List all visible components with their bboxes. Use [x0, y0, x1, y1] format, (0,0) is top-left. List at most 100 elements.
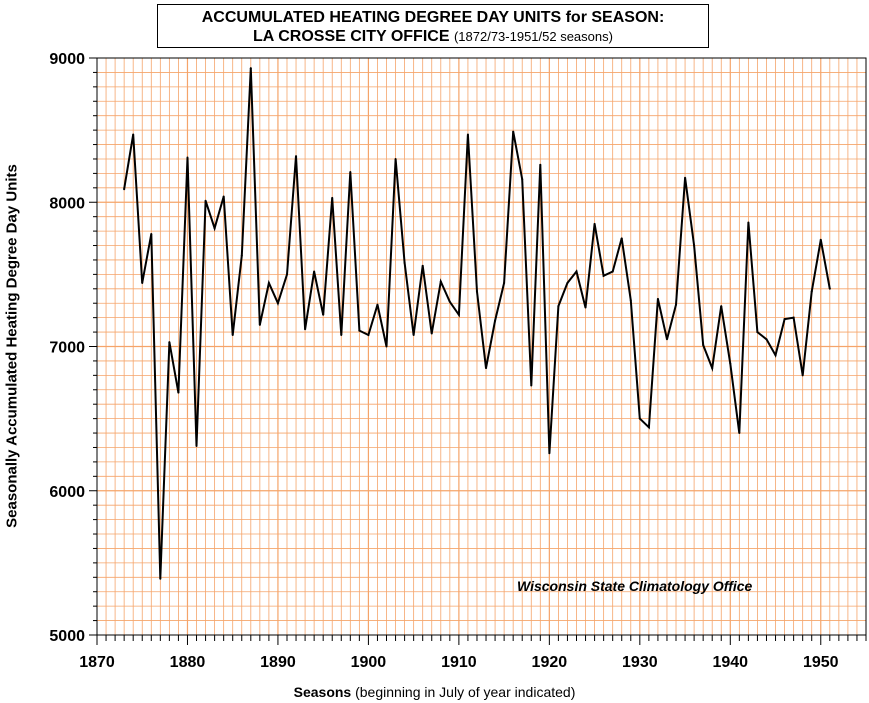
data-point [304, 328, 307, 331]
data-point [249, 67, 252, 70]
data-point [584, 306, 587, 309]
chart-title-box: ACCUMULATED HEATING DEGREE DAY UNITS for… [157, 4, 709, 48]
x-tick-label: 1870 [79, 654, 115, 671]
data-point [675, 303, 678, 306]
data-point [828, 287, 831, 290]
data-point [358, 329, 361, 332]
data-point [177, 391, 180, 394]
data-point [421, 264, 424, 267]
x-axis-label-bold: Seasons [293, 684, 352, 700]
data-point [367, 333, 370, 336]
data-point [801, 374, 804, 377]
data-point [620, 237, 623, 240]
data-point [322, 313, 325, 316]
data-point [186, 156, 189, 159]
data-point [403, 261, 406, 264]
data-point [340, 333, 343, 336]
chart-title-line2: LA CROSSE CITY OFFICE (1872/73-1951/52 s… [158, 27, 708, 46]
chart-title-station: LA CROSSE CITY OFFICE [253, 28, 450, 45]
data-point [711, 367, 714, 370]
data-point [819, 238, 822, 241]
data-point [774, 354, 777, 357]
grid-major-lines [97, 58, 866, 635]
data-point [466, 133, 469, 136]
data-point [448, 300, 451, 303]
data-point [810, 290, 813, 293]
x-tick-label: 1910 [441, 654, 477, 671]
data-point [783, 318, 786, 321]
data-point [702, 344, 705, 347]
data-point [656, 297, 659, 300]
data-point [693, 244, 696, 247]
y-tick-label: 5000 [49, 628, 85, 645]
y-tick-label: 6000 [49, 484, 85, 501]
data-point [222, 195, 225, 198]
data-point [765, 338, 768, 341]
data-point [530, 384, 533, 387]
data-point [204, 199, 207, 202]
axis-tick-labels: 1870 1880 1890 1900 1910 1920 1930 1940 1950 5000… [49, 51, 838, 671]
data-point [168, 341, 171, 344]
data-point [494, 319, 497, 322]
data-point [747, 221, 750, 224]
x-tick-label: 1920 [532, 654, 568, 671]
axis-ticks [89, 57, 867, 645]
data-point [602, 274, 605, 277]
data-point [439, 280, 442, 283]
data-point [485, 367, 488, 370]
data-point [792, 316, 795, 319]
y-tick-label: 7000 [49, 340, 85, 357]
data-point [376, 303, 379, 306]
data-point [159, 577, 162, 580]
data-point [575, 270, 578, 273]
data-point [548, 452, 551, 455]
data-point [503, 282, 506, 285]
data-point [231, 333, 234, 336]
data-point [349, 170, 352, 173]
data-point [729, 362, 732, 365]
data-point [313, 270, 316, 273]
x-axis-label: Seasons (beginning in July of year indic… [0, 684, 869, 700]
data-point [638, 417, 641, 420]
x-axis-label-rest: (beginning in July of year indicated) [355, 684, 576, 700]
source-annotation: Wisconsin State Climatology Office [517, 578, 753, 594]
data-point [629, 299, 632, 302]
data-point [412, 333, 415, 336]
data-point [141, 282, 144, 285]
data-point [267, 282, 270, 285]
x-tick-label: 1930 [622, 654, 658, 671]
data-point [720, 305, 723, 308]
data-point [738, 432, 741, 435]
chart-subtitle: (1872/73-1951/52 seasons) [453, 29, 613, 44]
y-tick-label: 8000 [49, 195, 85, 212]
data-point [593, 222, 596, 225]
data-point [475, 290, 478, 293]
data-point [665, 338, 668, 341]
data-point [213, 227, 216, 230]
data-point [539, 163, 542, 166]
data-point [295, 155, 298, 158]
data-point [566, 282, 569, 285]
x-tick-label: 1940 [712, 654, 748, 671]
data-point [457, 313, 460, 316]
data-point [521, 178, 524, 181]
chart-title-line1: ACCUMULATED HEATING DEGREE DAY UNITS for… [201, 9, 665, 26]
data-point [394, 157, 397, 160]
data-point [132, 133, 135, 136]
data-point [684, 176, 687, 179]
x-tick-label: 1900 [351, 654, 387, 671]
data-point [150, 232, 153, 235]
data-point [195, 445, 198, 448]
data-point [285, 273, 288, 276]
data-point [512, 130, 515, 133]
data-point [557, 305, 560, 308]
data-point [430, 332, 433, 335]
x-tick-label: 1880 [170, 654, 206, 671]
x-tick-label: 1950 [803, 654, 839, 671]
data-point [276, 302, 279, 305]
x-tick-label: 1890 [260, 654, 296, 671]
y-tick-label: 9000 [49, 51, 85, 68]
data-point [240, 254, 243, 257]
data-point [611, 270, 614, 273]
y-axis-label: Seasonally Accumulated Heating Degree Da… [3, 164, 21, 528]
